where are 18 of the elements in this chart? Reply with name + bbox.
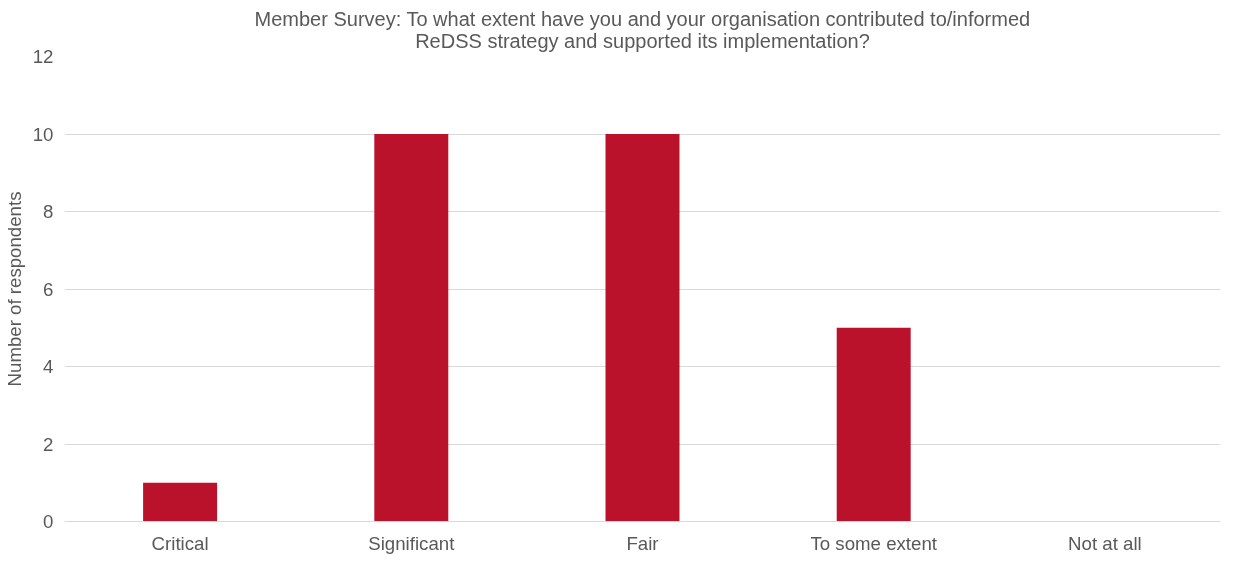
x-tick-label: Significant <box>368 532 456 554</box>
y-tick-label: 6 <box>43 278 54 300</box>
y-tick-label: 10 <box>32 123 54 145</box>
y-tick-label: 0 <box>43 511 54 532</box>
x-tick-label: Critical <box>151 532 209 554</box>
x-tick-label: Not at all <box>1068 532 1142 554</box>
x-tick-label: To some extent <box>810 532 938 554</box>
chart-title: Member Survey: To what extent have you and your organisation contributed to/informed ReDSS strategy and supported its implementation? <box>254 7 1031 52</box>
bar <box>374 134 449 522</box>
y-tick-label: 2 <box>43 433 54 455</box>
bar <box>143 482 218 522</box>
y-tick-label: 4 <box>43 356 54 377</box>
y-axis-title: Number of respondents <box>3 191 25 387</box>
y-tick-label: 12 <box>32 46 54 67</box>
bar <box>836 327 911 522</box>
y-tick-label: 8 <box>43 201 54 222</box>
x-tick-label: Fair <box>626 532 659 554</box>
bar <box>605 134 680 522</box>
